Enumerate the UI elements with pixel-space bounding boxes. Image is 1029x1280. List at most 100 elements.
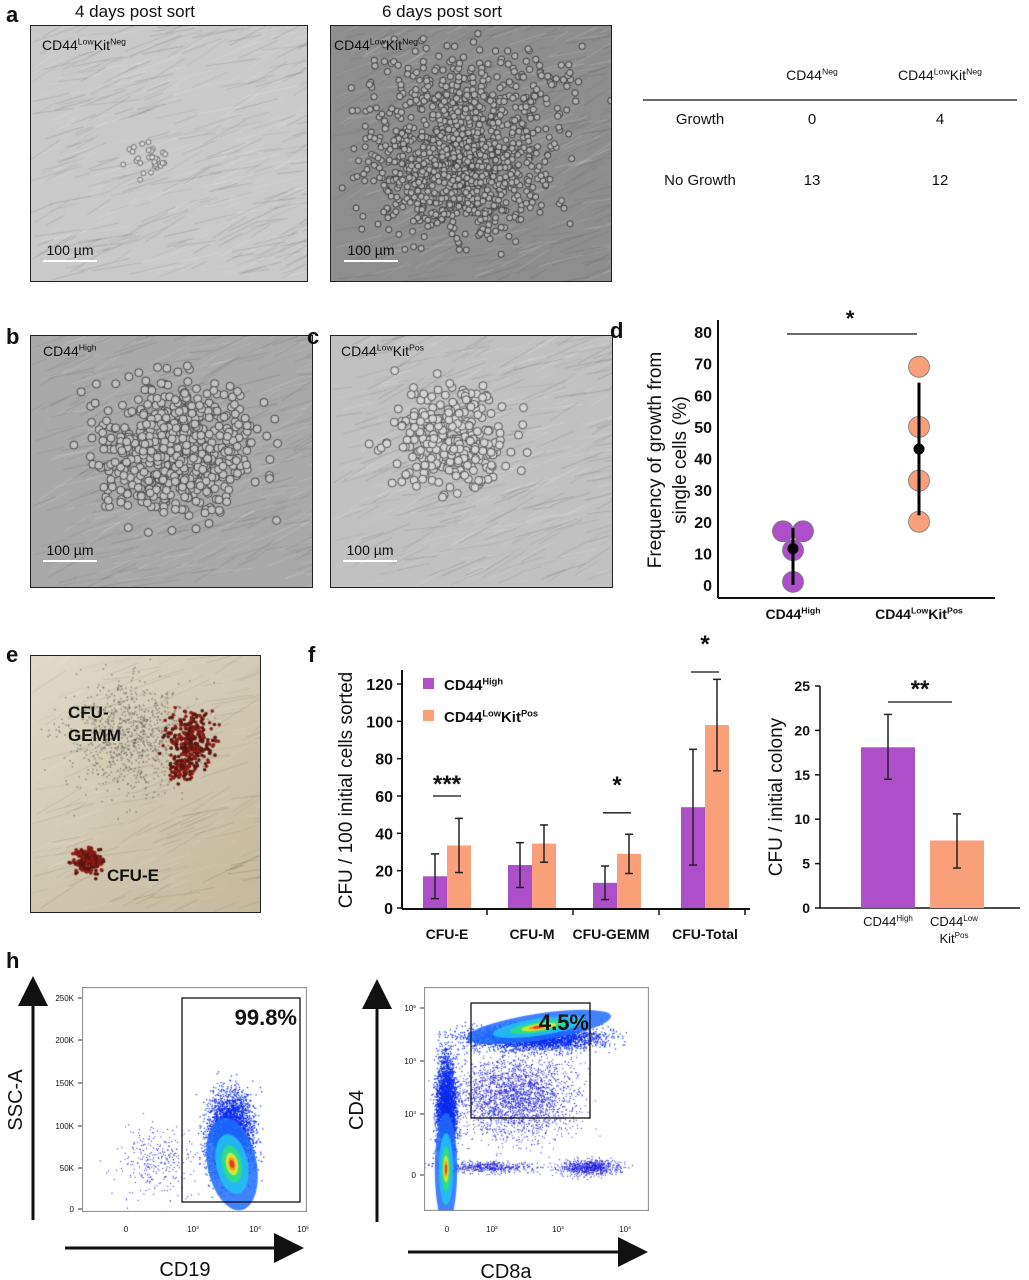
panel-label-e: e [6, 642, 18, 667]
significance-marker: ** [911, 676, 930, 703]
text-segment: CD19 [159, 1259, 210, 1280]
y-tick-label: 20 [794, 722, 810, 738]
y-tick-label: 80 [694, 325, 712, 342]
cfu-gemm-label: GEMM [68, 726, 121, 745]
superscript: 4 [628, 1225, 631, 1231]
text-segment: Kit [386, 37, 402, 53]
superscript: High [79, 343, 97, 353]
x-tick-label: 104 [619, 1225, 631, 1234]
y-tick-label: 50K [60, 1164, 75, 1173]
superscript: 4 [413, 1057, 416, 1063]
text-segment: CD44 [765, 606, 801, 622]
text-segment: GEMM [68, 726, 121, 745]
text-segment: * [612, 772, 622, 799]
text-segment: 50 [694, 420, 712, 437]
text-segment: 250K [55, 994, 74, 1003]
micrograph-cfu-colonies [30, 655, 261, 913]
superscript: Low [370, 37, 387, 47]
scale-bar-c: 100 µm [343, 542, 397, 562]
panel-label-a: a [6, 2, 19, 27]
micrograph-6-days [330, 25, 612, 282]
micrograph-cd44-low-kit-pos [330, 335, 613, 588]
text-segment: CD44 [786, 67, 822, 83]
text-segment: 0 [802, 900, 810, 916]
y-tick-label: 103 [404, 1110, 416, 1119]
superscript: High [896, 914, 913, 923]
table-cell: 13 [804, 172, 821, 189]
scale-bar-label: 100 µm [347, 542, 394, 558]
text-segment: 10 [619, 1225, 628, 1234]
superscript: Low [934, 67, 951, 77]
text-segment: 30 [694, 483, 712, 500]
y-tick-label: 0 [802, 900, 810, 916]
legend-label: CD44LowKitPos [444, 708, 538, 726]
y-tick-label: 0 [70, 1205, 75, 1214]
text-segment: 25 [794, 678, 810, 694]
superscript: 3 [561, 1225, 564, 1231]
title-6-days: 6 days post sort [382, 2, 502, 21]
text-segment: 10 [486, 1225, 495, 1234]
significance-marker: * [846, 306, 855, 331]
image-label-4-days: CD44LowKitNeg [42, 37, 126, 53]
text-segment: CD44 [930, 914, 963, 929]
x-tick-label: 103 [187, 1225, 199, 1234]
text-segment: 100 µm [347, 542, 394, 558]
x-tick-label: 103 [552, 1225, 564, 1234]
y-axis-label: Frequency of growth from [645, 352, 666, 568]
text-segment: 50K [60, 1164, 75, 1173]
text-segment: 0 [445, 1225, 450, 1234]
text-segment: CD8a [480, 1261, 532, 1280]
text-segment: Growth [676, 111, 724, 128]
x-tick-label: CD44High [863, 914, 913, 929]
text-segment: 10 [694, 546, 712, 563]
text-segment: CFU / 100 initial cells sorted [336, 672, 357, 909]
y-tick-label: 50 [694, 420, 712, 437]
text-segment: 60 [375, 789, 393, 806]
y-tick-label: 30 [694, 483, 712, 500]
image-label-cd44-high: CD44High [43, 343, 97, 359]
text-segment: 0 [124, 1225, 129, 1234]
text-segment: 5 [802, 856, 810, 872]
text-segment: CFU-GEMM [573, 926, 650, 942]
text-segment: 100 µm [348, 242, 395, 258]
y-tick-label: 15 [794, 767, 810, 783]
text-segment: CFU-M [509, 926, 554, 942]
y-tick-label: 5 [802, 856, 810, 872]
gate-box [470, 1002, 591, 1119]
text-segment: 10 [297, 1225, 306, 1234]
scale-bar-label: 100 µm [47, 542, 94, 558]
significance-marker: * [612, 772, 622, 799]
y-axis-label: CFU / 100 initial cells sorted [336, 672, 357, 909]
text-segment: 40 [375, 826, 393, 843]
gate-percentage: 99.8% [235, 1005, 297, 1030]
text-segment: CFU- [68, 703, 109, 722]
table-header: CD44LowKitNeg [898, 67, 982, 83]
y-axis-label: CD4 [346, 1090, 368, 1130]
table-cell: 0 [808, 111, 816, 128]
text-segment: ** [911, 676, 930, 703]
text-segment: 20 [694, 515, 712, 532]
scale-bar-label: 100 µm [47, 242, 94, 258]
y-tick-label: 20 [375, 864, 393, 881]
y-tick-label: 40 [694, 452, 712, 469]
x-tick-label: KitPos [939, 931, 968, 946]
significance-marker: * [700, 631, 710, 658]
text-segment: CD44 [341, 343, 377, 359]
text-segment: CD44 [42, 37, 78, 53]
y-tick-label: 10 [794, 811, 810, 827]
text-segment: 0 [703, 578, 712, 595]
y-tick-label: 104 [404, 1057, 416, 1066]
panel-label-d: d [610, 318, 623, 343]
text-segment: Kit [950, 67, 966, 83]
y-tick-label: 150K [55, 1079, 74, 1088]
x-tick-label: CD44High [765, 606, 820, 622]
data-point [792, 520, 814, 543]
text-segment: CD44 [863, 914, 896, 929]
superscript: 5 [306, 1225, 309, 1231]
scale-bar-4-days: 100 µm [43, 242, 97, 262]
x-tick-label: 105 [297, 1225, 309, 1234]
x-axis-label: CD19 [159, 1259, 210, 1280]
text-segment: 0 [808, 111, 816, 128]
x-tick-label: CD44Low [930, 914, 978, 929]
text-segment: CD44 [444, 709, 483, 726]
